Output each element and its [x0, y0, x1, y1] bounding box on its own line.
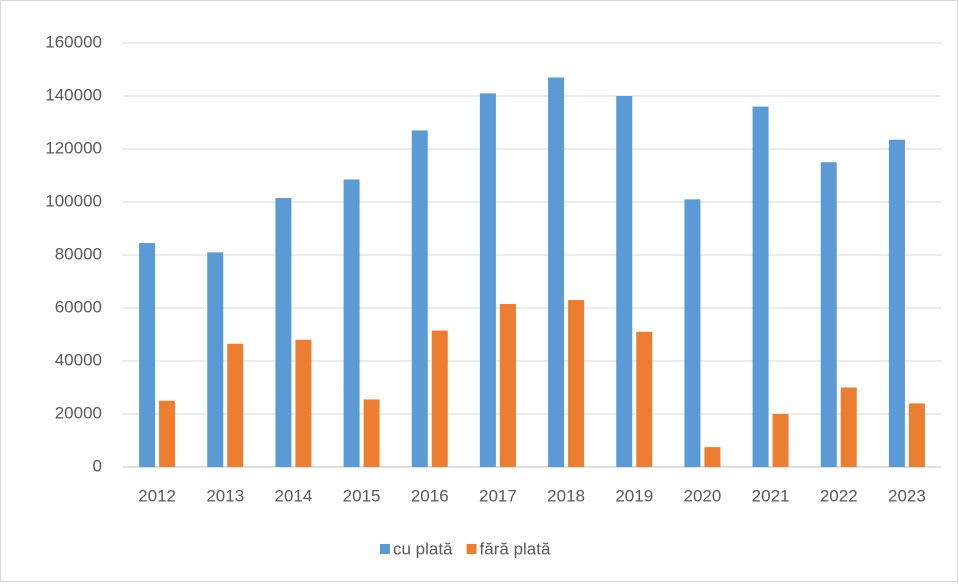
x-tick-label: 2013 — [206, 486, 244, 505]
y-tick-label: 60000 — [55, 297, 102, 316]
bar — [227, 343, 244, 467]
x-tick-label: 2019 — [615, 486, 653, 505]
bar — [568, 300, 585, 467]
x-tick-label: 2015 — [343, 486, 381, 505]
bar — [704, 447, 721, 467]
y-tick-label: 140000 — [45, 85, 102, 104]
bar — [548, 77, 565, 467]
x-tick-label: 2012 — [138, 486, 176, 505]
bar — [159, 400, 176, 467]
bar — [479, 93, 496, 467]
x-tick-label: 2020 — [684, 486, 722, 505]
y-tick-label: 20000 — [55, 403, 102, 422]
y-tick-label: 80000 — [55, 244, 102, 263]
bar — [431, 330, 448, 467]
bar — [752, 106, 769, 467]
bar — [343, 179, 360, 467]
bar — [684, 199, 701, 467]
bar — [139, 243, 156, 467]
bar — [295, 339, 312, 467]
bar — [820, 162, 837, 467]
x-tick-label: 2021 — [752, 486, 790, 505]
y-tick-label: 40000 — [55, 350, 102, 369]
x-tick-label: 2014 — [275, 486, 313, 505]
x-tick-label: 2017 — [479, 486, 517, 505]
y-tick-label: 100000 — [45, 191, 102, 210]
y-tick-label: 0 — [93, 456, 102, 475]
bar — [411, 130, 428, 467]
y-tick-label: 160000 — [45, 32, 102, 51]
bar — [908, 403, 925, 467]
bar — [207, 252, 224, 467]
legend-label: fără plată — [480, 539, 551, 558]
legend-swatch — [380, 544, 390, 554]
legend-swatch — [466, 544, 477, 554]
bar — [840, 387, 857, 467]
y-tick-label: 120000 — [45, 138, 102, 157]
bar — [888, 139, 905, 467]
legend-label: cu plată — [393, 539, 453, 558]
bar — [499, 304, 516, 467]
x-tick-label: 2016 — [411, 486, 449, 505]
bar — [275, 198, 292, 467]
bar — [772, 414, 789, 467]
bar — [616, 96, 633, 467]
bar — [636, 331, 653, 467]
x-tick-label: 2023 — [888, 486, 926, 505]
bar — [363, 399, 380, 467]
x-tick-label: 2022 — [820, 486, 858, 505]
x-tick-label: 2018 — [547, 486, 585, 505]
